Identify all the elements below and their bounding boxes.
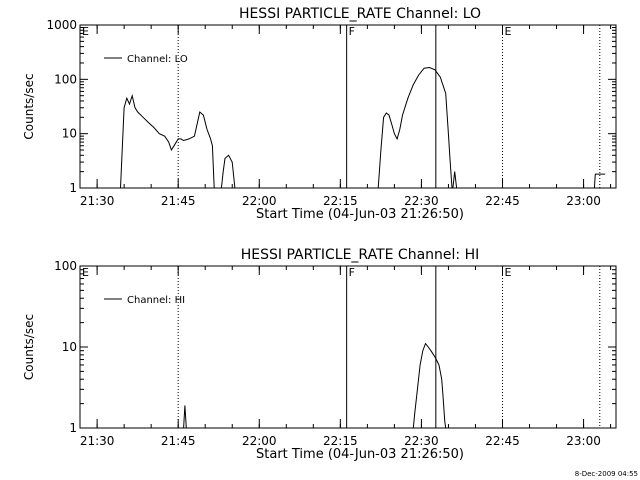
marker-label: E [82,266,89,279]
x-tick-label: 22:15 [323,194,358,208]
marker-label: E [82,25,89,38]
y-tick-label: 10 [62,340,77,354]
x-tick-label: 22:30 [404,194,439,208]
marker-label: F [349,266,355,279]
legend-label: Channel: LO [127,54,188,65]
series-line [452,171,458,189]
plot-frame [79,265,617,429]
marker-label: E [504,266,511,279]
x-tick-label: 22:00 [242,194,277,208]
marker-label: E [504,25,511,38]
y-tick-label: 10 [62,127,77,141]
series-line [120,93,215,189]
panel-hi: HESSI PARTICLE_RATE Channel: HI 1 10 100 21:… [22,247,617,462]
x-axis-title: Start Time (04-Jun-03 21:26:50) [256,447,464,462]
x-tick-label: 22:15 [323,434,358,448]
x-tick-label: 21:45 [161,194,196,208]
x-tick-label: 21:30 [80,434,115,448]
chart-title: HESSI PARTICLE_RATE Channel: HI [241,247,479,263]
x-axis-title: Start Time (04-Jun-03 21:26:50) [256,207,464,222]
series-line [183,405,187,429]
x-tick-label: 22:30 [404,434,439,448]
x-tick-label: 21:45 [161,434,196,448]
y-tick-label: 1 [69,181,77,195]
series-line [412,342,447,429]
legend-label: Channel: HI [127,295,185,306]
timestamp-label: 8-Dec-2009 04:55 [575,470,638,478]
y-tick-label: 100 [54,259,77,273]
x-tick-label: 21:30 [80,194,115,208]
x-tick-label: 22:45 [485,434,520,448]
y-tick-label: 1000 [46,18,77,32]
x-tick-label: 23:00 [566,194,601,208]
y-axis-title: Counts/sec [22,314,36,380]
marker-label: F [349,25,355,38]
series-line [220,154,236,189]
y-axis-title: Counts/sec [22,73,36,139]
x-tick-label: 22:00 [242,434,277,448]
chart-title: HESSI PARTICLE_RATE Channel: LO [239,6,481,22]
panel-lo: HESSI PARTICLE_RATE Channel: LO 1 10 100 100… [22,6,617,222]
plot-frame [79,24,617,189]
series-line [593,173,606,189]
y-tick-label: 1 [69,421,77,435]
y-tick-label: 100 [54,72,77,86]
series-line [377,66,453,189]
x-tick-label: 22:45 [485,194,520,208]
x-tick-label: 23:00 [566,434,601,448]
